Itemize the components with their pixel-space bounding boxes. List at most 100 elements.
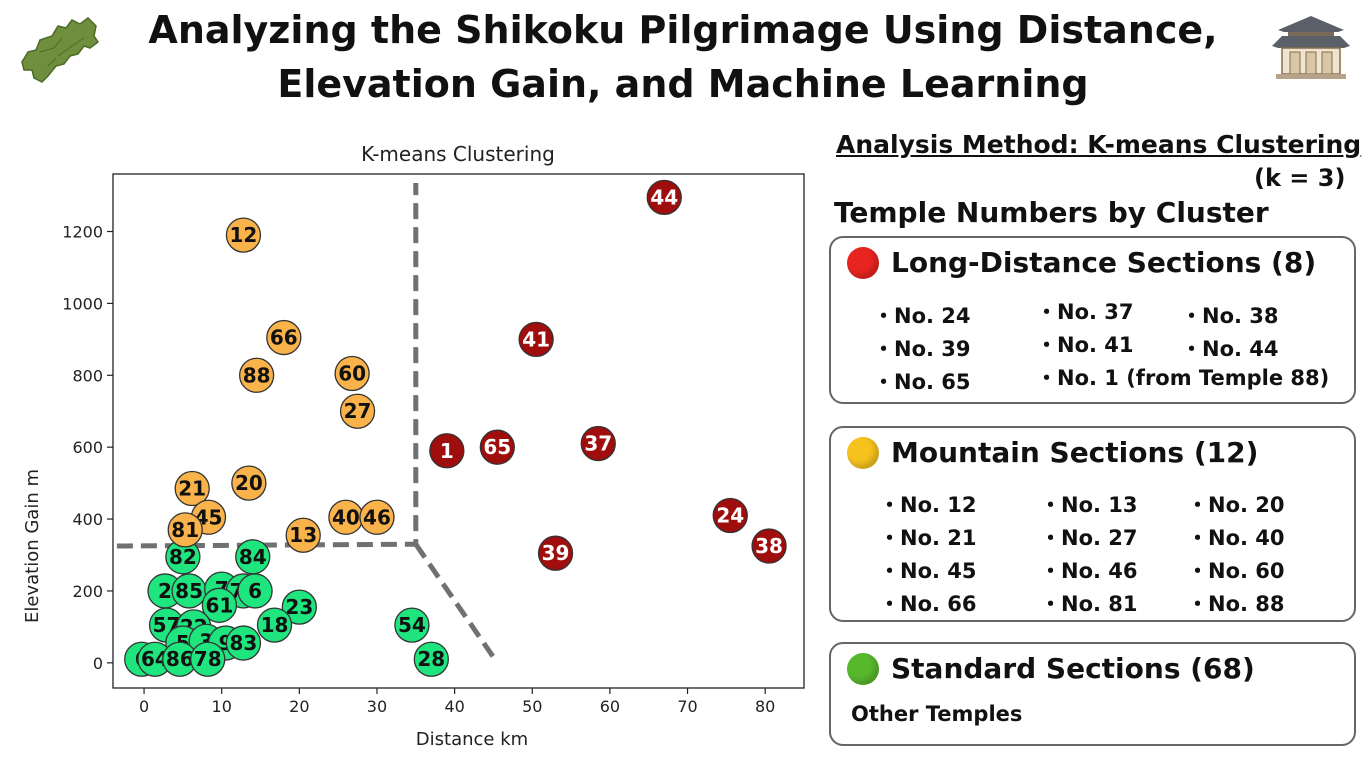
standard-box: Standard Sections (68) Other Temples — [829, 642, 1356, 746]
list-item: No. 24 — [873, 300, 971, 330]
y-tick-label: 1200 — [62, 223, 103, 242]
point-label: 13 — [289, 523, 317, 547]
point-label: 18 — [261, 613, 289, 637]
x-tick-label: 80 — [755, 697, 775, 716]
x-tick-label: 10 — [212, 697, 232, 716]
mountain-box: Mountain Sections (12) No. 12 No. 21 No.… — [829, 426, 1356, 622]
scatter-point-long — [712, 497, 748, 534]
y-tick-label: 200 — [72, 582, 103, 601]
scatter-point-mountain — [359, 499, 395, 535]
long-distance-title: Long-Distance Sections (8) — [891, 246, 1317, 279]
scatter-point-mountain — [231, 465, 267, 501]
scatter-point-long — [751, 528, 787, 564]
point-label: 24 — [716, 503, 744, 527]
point-label: 85 — [175, 579, 203, 603]
point-label: 83 — [230, 631, 258, 655]
point-label: 44 — [650, 185, 678, 209]
list-item: No. 27 — [1040, 522, 1138, 552]
point-label: 28 — [417, 647, 445, 671]
cluster-boundary-line — [116, 182, 419, 549]
long-distance-box: Long-Distance Sections (8) No. 24 No. 39… — [829, 236, 1356, 404]
point-label: 40 — [332, 505, 360, 529]
list-item: No. 88 — [1187, 588, 1285, 618]
point-label: 37 — [584, 432, 612, 456]
scatter-point-standard — [190, 641, 226, 677]
point-label: 2 — [158, 579, 172, 603]
point-label: 39 — [542, 541, 570, 565]
plot-area-frame — [112, 173, 805, 689]
list-item: No. 38 — [1181, 300, 1279, 330]
scatter-point-standard — [413, 641, 449, 677]
x-tick-label: 50 — [522, 697, 542, 716]
x-tick-label: 0 — [139, 697, 149, 716]
list-item: No. 65 — [873, 366, 971, 396]
scatter-point-long — [429, 433, 465, 469]
list-item: No. 66 — [879, 588, 977, 618]
red-circle-icon — [847, 246, 879, 279]
scatter-point-long — [646, 179, 682, 216]
standard-title: Standard Sections (68) — [891, 652, 1255, 685]
temple-building-icon — [1272, 16, 1350, 79]
scatter-point-mountain — [334, 355, 370, 392]
list-item: No. 21 — [879, 522, 977, 552]
point-label: 1 — [440, 439, 454, 463]
list-item: No. 44 — [1181, 333, 1279, 363]
clusters-heading: Temple Numbers by Cluster — [834, 196, 1269, 229]
scatter-point-mountain — [167, 512, 203, 548]
list-item: No. 46 — [1040, 555, 1138, 585]
scatter-point-long — [518, 321, 554, 357]
point-label: 81 — [171, 518, 199, 542]
point-label: 6 — [248, 579, 262, 603]
page-title-line-1: Analyzing the Shikoku Pilgrimage Using D… — [148, 8, 1218, 52]
scatter-point-long — [479, 429, 515, 465]
point-label: 82 — [169, 545, 197, 569]
point-label: 38 — [755, 534, 783, 558]
scatter-point-standard — [201, 587, 238, 623]
shikoku-map-icon — [21, 17, 100, 83]
chart-title: K-means Clustering — [361, 142, 555, 166]
point-label: 46 — [363, 505, 391, 529]
green-circle-icon — [847, 652, 879, 685]
x-tick-label: 40 — [444, 697, 464, 716]
x-tick-label: 30 — [367, 697, 387, 716]
list-item: No. 45 — [879, 555, 977, 585]
x-tick-label: 70 — [677, 697, 697, 716]
point-label: 88 — [243, 363, 271, 387]
analysis-method-k: (k = 3) — [1254, 164, 1346, 192]
point-label: 54 — [398, 613, 426, 637]
scatter-point-mountain — [266, 319, 302, 356]
list-item: No. 12 — [879, 489, 977, 519]
scatter-point-mountain — [238, 357, 275, 393]
scatter-point-standard — [281, 589, 317, 625]
scatter-point-mountain — [225, 217, 262, 253]
list-item: No. 60 — [1187, 555, 1285, 585]
list-item: No. 41 — [1036, 329, 1134, 359]
scatter-point-standard — [225, 625, 262, 661]
y-tick-label: 1000 — [62, 294, 103, 313]
list-item: No. 39 — [873, 333, 971, 363]
y-tick-label: 400 — [72, 510, 103, 529]
point-label: 86 — [166, 647, 194, 671]
scatter-point-standard — [256, 607, 293, 643]
point-label: 78 — [194, 647, 222, 671]
scatter-point-long — [537, 535, 574, 571]
point-label: 65 — [483, 435, 511, 459]
point-label: 66 — [270, 326, 298, 350]
list-item: No. 13 — [1040, 489, 1138, 519]
list-item: No. 40 — [1187, 522, 1285, 552]
point-label: 27 — [344, 399, 372, 423]
scatter-point-standard — [237, 573, 273, 609]
x-tick-label: 20 — [289, 697, 309, 716]
y-tick-label: 0 — [93, 654, 103, 673]
scatter-point-mountain — [285, 517, 321, 553]
page-title-line-2: Elevation Gain, and Machine Learning — [277, 62, 1089, 106]
point-label: 20 — [235, 471, 263, 495]
standard-description: Other Temples — [851, 702, 1023, 726]
x-axis-label: Distance km — [416, 729, 528, 750]
y-tick-label: 600 — [72, 438, 103, 457]
scatter-point-mountain — [339, 393, 376, 429]
mountain-title: Mountain Sections (12) — [891, 436, 1259, 469]
scatter-point-long — [580, 425, 616, 462]
list-item: No. 20 — [1187, 489, 1285, 519]
scatter-point-standard — [394, 607, 430, 643]
